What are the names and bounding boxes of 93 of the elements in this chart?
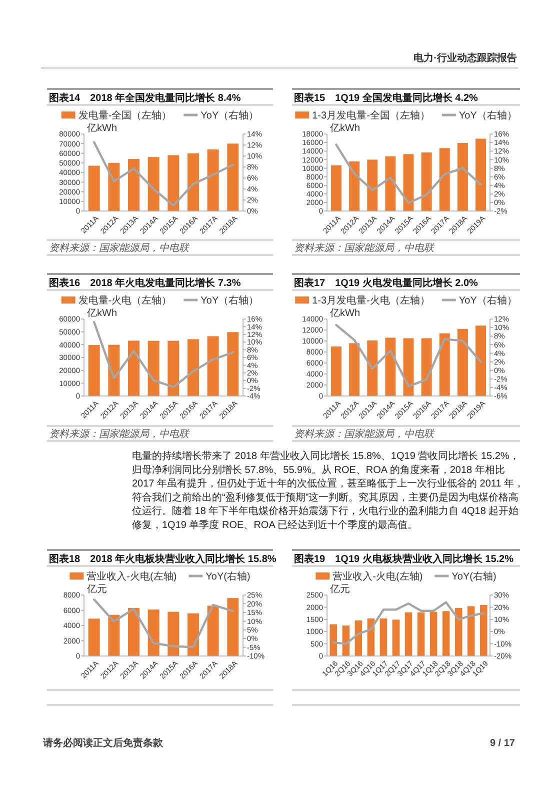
text: 资料来源：国家能源局，中电联: [49, 242, 190, 254]
chart-title: 图表19: [294, 553, 326, 565]
y-axis-title: 亿kWh: [86, 308, 117, 319]
bar: [128, 340, 140, 396]
text: 电量的持续增长带来了 2018 年营业收入同比增长 15.8%、1Q19 营收同比增长 15.2%，归母净利润同比分别增长 57.8%、55.9%。从 ROE、ROA 的角度来看，2018 年相比 2017 年虽有提升，但仍处于近十年的次低位置，甚至略低于上一次行业低谷的 2011 年，符合我们之前给出的“盈利修复低于预期”这一判断。究其原因，主要仍是因为电煤价格高位运行。随着 18 年下半年电煤价格开始震荡下行，火电行业的盈利能力自 4Q18 起开始修复，1Q19 单季度 ROE、ROA 已经达到近十个季度的最高值。: [132, 450, 524, 531]
bar: [439, 148, 450, 211]
bar: [430, 612, 438, 656]
bar: [439, 333, 450, 396]
bar: [417, 612, 425, 656]
bar: [148, 340, 160, 396]
bar: [207, 606, 219, 656]
bar: [187, 153, 199, 211]
bar: [380, 618, 388, 656]
bar: [392, 620, 400, 656]
bar: [385, 156, 396, 211]
bar: [457, 328, 468, 396]
chart-title: 图表14: [49, 92, 81, 104]
bar: [457, 142, 468, 211]
bar: [108, 614, 120, 656]
text: 9 / 17: [490, 738, 516, 749]
legend-label: YoY（右轴）: [458, 110, 517, 122]
bar: [367, 160, 378, 211]
bar: [227, 332, 239, 396]
bar: [330, 624, 338, 656]
bar: [349, 343, 360, 396]
bar: [442, 611, 450, 656]
text: 资料来源：国家能源局，中电联: [294, 428, 435, 440]
bar: [128, 159, 140, 211]
bar: [168, 340, 180, 396]
chart-title: 图表16: [49, 277, 81, 289]
legend-label: 1-3月发电量-火电（左轴）: [312, 294, 430, 306]
chart-title: 图表17: [294, 277, 326, 289]
bar: [88, 345, 100, 396]
bar: [128, 608, 140, 656]
line-series: [93, 598, 234, 648]
bar: [207, 336, 219, 396]
y-axis-title: 亿元: [86, 584, 107, 595]
bar: [421, 152, 432, 211]
bar: [187, 339, 199, 396]
legend-label: 1-3月发电量-全国（左轴）: [312, 110, 430, 122]
legend-label: YoY（右轴）: [200, 110, 259, 122]
legend-label: YoY(右轴): [452, 570, 496, 582]
chart-title: 图表18: [49, 553, 81, 565]
bar: [88, 166, 100, 211]
bar: [476, 138, 486, 211]
bar: [404, 612, 412, 656]
bar: [148, 157, 160, 211]
bar: [227, 144, 239, 211]
bar: [349, 161, 360, 211]
bar: [367, 340, 378, 396]
y-axis-title: 亿kWh: [329, 308, 360, 319]
bar: [168, 612, 180, 656]
chart-subtitle: 2018 年火电发电量同比增长 7.3%: [90, 277, 241, 289]
chart-title: 图表15: [294, 92, 326, 104]
bar: [480, 605, 488, 656]
text: 电力·行业动态跟踪报告: [414, 52, 517, 64]
bar: [187, 613, 199, 656]
chart-subtitle: 1Q19 全国发电量同比增长 4.2%: [335, 92, 478, 104]
bar: [385, 338, 396, 396]
text: 资料来源：国家能源局，中电联: [294, 242, 435, 254]
legend-label: 发电量-全国（左轴）: [78, 110, 172, 122]
legend-label: 发电量-火电（左轴）: [78, 294, 172, 306]
line-series: [93, 320, 234, 388]
legend-label: YoY（右轴）: [458, 294, 517, 306]
bar: [148, 609, 160, 656]
bar: [467, 606, 475, 656]
bar: [88, 618, 100, 656]
line-series: [332, 601, 485, 645]
legend-label: 营业收入-火电(左轴): [332, 570, 423, 582]
chart-subtitle: 1Q19 火电发电量同比增长 2.0%: [335, 277, 478, 289]
legend-label: YoY（右轴）: [200, 294, 259, 306]
bar: [403, 154, 414, 211]
line-series: [335, 324, 482, 388]
y-axis-title: 亿元: [329, 584, 350, 595]
legend-label: 营业收入-火电(左轴): [86, 570, 177, 582]
text: 资料来源：国家能源局，中电联: [49, 428, 190, 440]
line-series: [335, 144, 482, 204]
chart-subtitle: 1Q19 火电板块营业收入同比增长 15.2%: [335, 553, 514, 565]
bar: [227, 598, 239, 656]
bar: [476, 326, 486, 396]
bar: [330, 346, 342, 396]
bar: [168, 155, 180, 211]
bar: [330, 165, 342, 211]
text: 请务必阅读正文后免责条款: [42, 737, 164, 749]
y-axis-title: 亿kWh: [86, 123, 117, 134]
legend-label: YoY(右轴): [206, 570, 250, 582]
y-axis-title: 亿kWh: [329, 123, 360, 134]
chart-subtitle: 2018 年全国发电量同比增长 8.4%: [90, 92, 241, 104]
chart-subtitle: 2018 年火电板块营业收入同比增长 15.8%: [90, 553, 276, 565]
bar: [108, 162, 120, 211]
bar: [421, 338, 432, 396]
line-series: [93, 141, 234, 207]
bar: [207, 149, 219, 211]
